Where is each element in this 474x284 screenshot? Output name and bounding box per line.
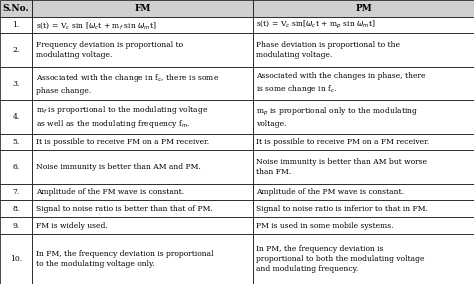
Text: 7.: 7.	[12, 188, 20, 196]
Text: s(t) = V$_c$ sin [$ω_c$t + m$_f$ sin $ω_m$t]: s(t) = V$_c$ sin [$ω_c$t + m$_f$ sin $ω_…	[36, 20, 156, 31]
Bar	[253, 201, 474, 217]
Bar	[32, 217, 253, 234]
Text: Frequency deviation is proportional to
modulating voltage.: Frequency deviation is proportional to m…	[36, 41, 182, 59]
Text: 5.: 5.	[12, 138, 20, 146]
Bar	[253, 217, 474, 234]
Bar	[253, 34, 474, 67]
Text: Phase deviation is proportional to the
modulating voltage.: Phase deviation is proportional to the m…	[256, 41, 401, 59]
Bar	[32, 184, 253, 201]
Bar	[0, 67, 32, 100]
Bar	[32, 17, 253, 34]
Bar	[32, 201, 253, 217]
Bar	[32, 34, 253, 67]
Text: 1.: 1.	[12, 21, 20, 29]
Text: PM: PM	[355, 4, 372, 13]
Bar	[253, 0, 474, 17]
Bar	[32, 134, 253, 150]
Text: In PM, the frequency deviation is
proportional to both the modulating voltage
an: In PM, the frequency deviation is propor…	[256, 245, 425, 273]
Text: 9.: 9.	[12, 222, 20, 229]
Bar	[0, 234, 32, 284]
Text: Noise immunity is better than AM and PM.: Noise immunity is better than AM and PM.	[36, 163, 201, 171]
Bar	[253, 150, 474, 184]
Bar	[32, 67, 253, 100]
Bar	[253, 134, 474, 150]
Text: m$_f$ is proportional to the modulating voltage
as well as the modulating freque: m$_f$ is proportional to the modulating …	[36, 104, 208, 130]
Bar	[32, 0, 253, 17]
Bar	[32, 234, 253, 284]
Bar	[32, 150, 253, 184]
Bar	[0, 17, 32, 34]
Bar	[0, 34, 32, 67]
Text: FM: FM	[135, 4, 151, 13]
Bar	[0, 184, 32, 201]
Text: 3.: 3.	[12, 80, 20, 87]
Bar	[0, 201, 32, 217]
Text: m$_p$ is proportional only to the modulating
voltage.: m$_p$ is proportional only to the modula…	[256, 106, 419, 128]
Text: 8.: 8.	[12, 205, 20, 213]
Text: 6.: 6.	[12, 163, 20, 171]
Text: 4.: 4.	[12, 113, 20, 121]
Bar	[0, 100, 32, 134]
Bar	[253, 184, 474, 201]
Text: Signal to noise ratio is inferior to that in FM.: Signal to noise ratio is inferior to tha…	[256, 205, 428, 213]
Bar	[253, 234, 474, 284]
Text: Amplitude of the PM wave is constant.: Amplitude of the PM wave is constant.	[256, 188, 404, 196]
Text: 10.: 10.	[10, 255, 22, 263]
Bar	[253, 100, 474, 134]
Text: Noise immunity is better than AM but worse
than FM.: Noise immunity is better than AM but wor…	[256, 158, 428, 176]
Bar	[0, 134, 32, 150]
Bar	[253, 17, 474, 34]
Bar	[0, 0, 32, 17]
Text: Signal to noise ratio is better than that of PM.: Signal to noise ratio is better than tha…	[36, 205, 212, 213]
Bar	[253, 67, 474, 100]
Bar	[0, 150, 32, 184]
Text: FM is widely used.: FM is widely used.	[36, 222, 107, 229]
Text: In FM, the frequency deviation is proportional
to the modulating voltage only.: In FM, the frequency deviation is propor…	[36, 250, 213, 268]
Bar	[0, 217, 32, 234]
Text: Associated with the change in f$_c$, there is some
phase change.: Associated with the change in f$_c$, the…	[36, 72, 219, 95]
Text: Amplitude of the FM wave is constant.: Amplitude of the FM wave is constant.	[36, 188, 184, 196]
Text: It is possible to receive FM on a PM receiver.: It is possible to receive FM on a PM rec…	[36, 138, 209, 146]
Text: It is possible to receive PM on a FM receiver.: It is possible to receive PM on a FM rec…	[256, 138, 429, 146]
Text: 2.: 2.	[12, 46, 20, 54]
Text: PM is used in some mobile systems.: PM is used in some mobile systems.	[256, 222, 394, 229]
Text: Associated with the changes in phase, there
is some change in f$_c$.: Associated with the changes in phase, th…	[256, 72, 426, 95]
Text: s(t) = V$_c$ sin[$ω_c$t + m$_p$ sin $ω_m$t]: s(t) = V$_c$ sin[$ω_c$t + m$_p$ sin $ω_m…	[256, 19, 376, 31]
Text: S.No.: S.No.	[3, 4, 29, 13]
Bar	[32, 100, 253, 134]
